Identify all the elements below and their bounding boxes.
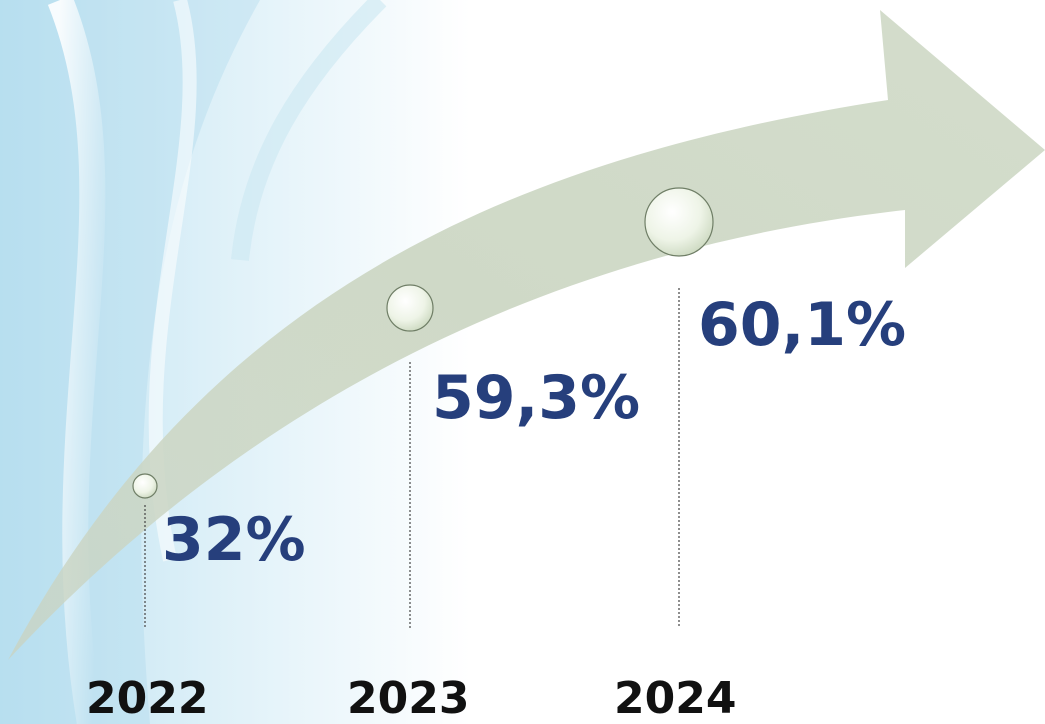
data-point-2024 xyxy=(644,187,714,257)
data-point-2023 xyxy=(386,284,434,332)
data-point-2022 xyxy=(132,473,158,499)
year-label-2024: 2024 xyxy=(614,673,737,724)
value-label-2023: 59,3% xyxy=(432,363,641,433)
value-label-2022: 32% xyxy=(162,505,306,575)
year-label-2023: 2023 xyxy=(347,673,470,724)
year-label-2022: 2022 xyxy=(86,673,209,724)
value-label-2024: 60,1% xyxy=(698,290,907,360)
growth-arrow xyxy=(8,10,1045,660)
